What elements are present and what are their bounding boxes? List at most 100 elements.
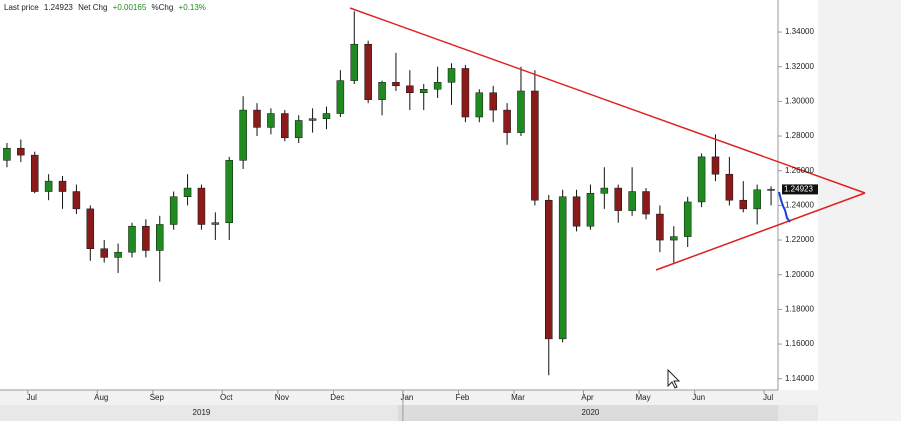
- candle-body: [308, 118, 317, 121]
- candle-body: [30, 154, 39, 192]
- candle-body: [114, 251, 122, 258]
- candle-body: [281, 113, 289, 139]
- candle-body: [156, 224, 164, 251]
- header: Last price 1.24923 Net Chg +0.00165 %Chg…: [4, 3, 206, 12]
- x-tick-label: Mar: [511, 393, 525, 402]
- candle-body: [225, 160, 233, 223]
- candle-body: [197, 187, 206, 225]
- year-label: 2019: [193, 408, 211, 417]
- candle-body: [406, 85, 414, 93]
- candle-body: [267, 113, 275, 128]
- candle-body: [586, 193, 595, 227]
- candle-body: [44, 180, 53, 192]
- candle-body: [17, 147, 25, 156]
- value: +0.00165: [113, 3, 147, 12]
- x-tick-label: Dec: [330, 393, 344, 402]
- value: 1.24923: [44, 3, 73, 12]
- candle-body: [142, 225, 150, 251]
- candle-body: [656, 213, 664, 241]
- candle-body: [392, 82, 400, 87]
- candle-body: [461, 68, 470, 118]
- candle-body: [725, 173, 734, 201]
- candle-body: [503, 109, 511, 133]
- label: Last price: [4, 3, 39, 12]
- x-tick-label: May: [636, 393, 651, 402]
- year-label: 2020: [582, 408, 600, 417]
- x-tick-label: Feb: [456, 393, 470, 402]
- x-tick-label: Oct: [220, 393, 233, 402]
- y-tick-label: 1.32000: [785, 62, 814, 71]
- candle-body: [517, 90, 525, 133]
- x-tick-label: Jul: [763, 393, 773, 402]
- candle-body: [753, 189, 761, 210]
- candle-body: [739, 199, 748, 210]
- candle-body: [545, 199, 553, 340]
- candle-body: [711, 156, 720, 175]
- candle-body: [600, 187, 609, 194]
- candle-body: [642, 191, 650, 215]
- candle-body: [614, 187, 622, 211]
- value: +0.13%: [179, 3, 206, 12]
- candle-body: [350, 43, 359, 81]
- x-tick-label: Nov: [275, 393, 289, 402]
- label: Net Chg: [78, 3, 107, 12]
- candle-body: [670, 236, 678, 241]
- candle-body: [489, 92, 497, 111]
- candle-body: [72, 191, 81, 210]
- candle-body: [128, 225, 136, 253]
- candle-body: [558, 196, 567, 340]
- y-tick-label: 1.34000: [785, 27, 814, 36]
- y-tick-label: 1.30000: [785, 97, 814, 106]
- trend-line: [655, 192, 866, 271]
- candle-body: [336, 80, 345, 114]
- x-tick-label: Apr: [581, 393, 594, 402]
- y-tick-label: 1.22000: [785, 235, 814, 244]
- y-tick-label: 1.20000: [785, 270, 814, 279]
- candle-body: [322, 113, 331, 119]
- candle-body: [183, 187, 192, 197]
- year-band-2020: [398, 405, 778, 421]
- x-tick-label: Jan: [400, 393, 413, 402]
- x-tick-label: Jul: [27, 393, 37, 402]
- candle-body: [419, 89, 428, 93]
- y-tick-label: 1.16000: [785, 339, 814, 348]
- label: %Chg: [152, 3, 174, 12]
- candle-body: [169, 196, 178, 225]
- candle-body: [211, 222, 220, 225]
- cursor: [667, 368, 681, 389]
- candles: [3, 11, 775, 376]
- last-price-label: 1.24923: [784, 185, 813, 194]
- y-tick-label: 1.18000: [785, 305, 814, 314]
- y-tick-label: 1.28000: [785, 131, 814, 140]
- candle-body: [767, 189, 775, 191]
- y-tick-label: 1.26000: [785, 166, 814, 175]
- candle-body: [531, 90, 539, 201]
- plot-background: [0, 0, 818, 390]
- candle-body: [447, 68, 456, 83]
- candle-body: [572, 196, 581, 227]
- candle-body: [58, 180, 67, 192]
- candle-body: [86, 208, 95, 249]
- y-tick-label: 1.24000: [785, 201, 814, 210]
- candle-body: [697, 156, 706, 203]
- candle-body: [683, 201, 692, 237]
- candle-body: [364, 43, 372, 100]
- projection: [778, 191, 791, 223]
- candle-body: [378, 82, 386, 100]
- x-tick-label: Jun: [692, 393, 705, 402]
- candle-body: [239, 109, 247, 161]
- candle-body: [253, 109, 261, 128]
- candle-body: [100, 248, 108, 258]
- candle-body: [628, 191, 636, 211]
- candle-body: [475, 92, 484, 118]
- x-tick-label: Aug: [94, 393, 108, 402]
- candle-body: [294, 120, 303, 139]
- candle-body: [3, 147, 11, 161]
- x-tick-label: Sep: [150, 393, 165, 402]
- trend-line: [349, 7, 866, 194]
- last-price-box: [782, 184, 818, 195]
- y-tick-label: 1.14000: [785, 374, 814, 383]
- candle-body: [433, 82, 442, 90]
